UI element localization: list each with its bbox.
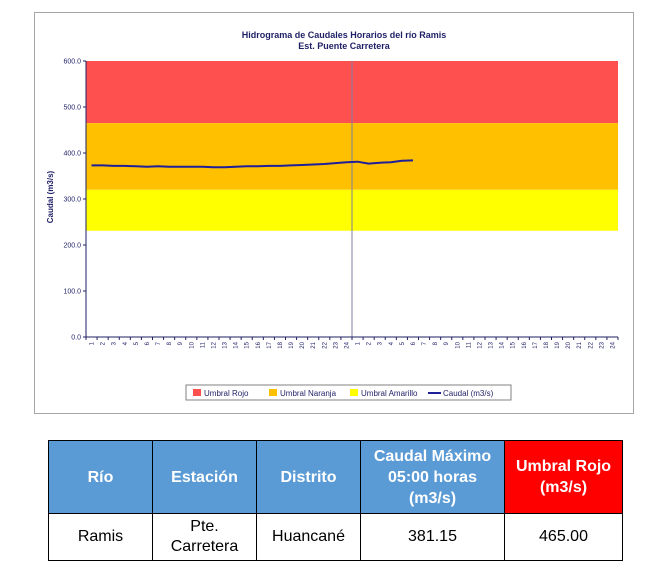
x-tick-label: 3 xyxy=(378,341,384,345)
header-text: (m3/s) xyxy=(539,479,588,496)
legend-box xyxy=(185,384,512,401)
x-tick-label: 21 xyxy=(577,341,583,348)
cell-caudal-maximo: 381.15 xyxy=(360,513,505,561)
x-tick-label: 15 xyxy=(245,341,251,348)
header-text: Río xyxy=(87,468,114,486)
chart-container: Hidrograma de Caudales Horarios del río … xyxy=(34,12,634,414)
header-text: Umbral Rojo xyxy=(515,458,612,475)
x-tick-label: 13 xyxy=(489,341,495,348)
x-tick-label: 11 xyxy=(200,341,206,348)
hydrograph-chart: Hidrograma de Caudales Horarios del río … xyxy=(46,30,619,401)
legend-label: Umbral Amarillo xyxy=(361,389,418,398)
header-rio: Río xyxy=(48,440,153,514)
header-umbral-rojo: Umbral Rojo (m3/s) xyxy=(504,440,623,514)
x-tick-label: 9 xyxy=(444,341,450,345)
x-tick-label: 2 xyxy=(367,341,373,345)
x-tick-label: 16 xyxy=(522,341,528,348)
header-estacion: Estación xyxy=(152,440,257,514)
x-tick-label: 6 xyxy=(411,341,417,345)
chart-legend: Umbral Rojo Umbral Naranja Umbral Amarillo… xyxy=(185,384,512,401)
header-distrito: Distrito xyxy=(256,440,361,514)
x-tick-label: 22 xyxy=(588,341,594,348)
legend-label: Caudal (m3/s) xyxy=(443,389,494,398)
x-tick-label: 12 xyxy=(211,341,217,348)
summary-table: Río Estación Distrito Caudal Máximo 05:00 ho… xyxy=(48,440,623,561)
x-tick-label: 4 xyxy=(389,341,395,345)
x-tick-label: 15 xyxy=(511,341,517,348)
cell-text: Huancané xyxy=(272,528,345,545)
legend-label: Umbral Rojo xyxy=(204,389,249,398)
x-tick-label: 12 xyxy=(477,341,483,348)
y-tick-label: 0.0 xyxy=(71,335,81,342)
x-tick-label: 21 xyxy=(311,341,317,348)
x-tick-label: 2 xyxy=(101,341,107,345)
x-tick-label: 7 xyxy=(422,341,428,345)
x-tick-label: 16 xyxy=(256,341,262,348)
series-line-caudal xyxy=(91,159,414,169)
cell-text: Ramis xyxy=(77,528,124,545)
x-tick-label: 23 xyxy=(333,341,339,348)
x-tick-label: 24 xyxy=(344,341,350,348)
chart-title: Hidrograma de Caudales Horarios del río … xyxy=(242,30,447,40)
y-tick-label: 400.0 xyxy=(63,151,81,158)
y-tick-label: 100.0 xyxy=(63,289,81,296)
header-text: Estación xyxy=(171,468,238,486)
x-tick-label: 4 xyxy=(123,341,129,345)
x-tick-label: 19 xyxy=(289,341,295,348)
x-tick-label: 5 xyxy=(400,341,406,345)
x-tick-label: 20 xyxy=(300,341,306,348)
legend-label: Umbral Naranja xyxy=(280,389,337,398)
cell-distrito: Huancané xyxy=(256,513,361,561)
legend-swatch xyxy=(350,389,358,396)
y-tick-label: 300.0 xyxy=(63,197,81,204)
header-text: Distrito xyxy=(280,468,337,486)
cell-text: 381.15 xyxy=(408,528,457,545)
cell-rio: Ramis xyxy=(48,513,153,561)
x-tick-label: 22 xyxy=(322,341,328,348)
x-tick-label: 14 xyxy=(234,341,240,348)
cell-text: Pte. xyxy=(190,518,219,535)
cell-text: Carretera xyxy=(170,538,239,555)
x-tick-label: 7 xyxy=(156,341,162,345)
x-tick-label: 18 xyxy=(278,341,284,348)
x-tick-label: 3 xyxy=(112,341,118,345)
cell-umbral-rojo: 465.00 xyxy=(504,513,623,561)
x-tick-label: 17 xyxy=(267,341,273,348)
y-tick-label: 200.0 xyxy=(63,243,81,250)
chart-subtitle: Est. Puente Carretera xyxy=(298,41,391,51)
series-layer xyxy=(91,159,414,169)
table-header-row: Río Estación Distrito Caudal Máximo 05:00 ho… xyxy=(48,440,623,514)
x-tick-label: 17 xyxy=(533,341,539,348)
x-tick-label: 10 xyxy=(189,341,195,348)
legend-swatch xyxy=(269,389,277,396)
x-tick-label: 11 xyxy=(466,341,472,348)
x-tick-label: 8 xyxy=(167,341,173,345)
cell-text: 465.00 xyxy=(539,528,588,545)
header-text: (m3/s) xyxy=(408,489,457,507)
cell-estacion: Pte. Carretera xyxy=(152,513,257,561)
x-tick-label: 8 xyxy=(433,341,439,345)
x-tick-label: 19 xyxy=(555,341,561,348)
legend-swatch xyxy=(193,389,201,396)
x-tick-label: 5 xyxy=(134,341,140,345)
y-tick-label: 500.0 xyxy=(63,105,81,112)
x-tick-label: 9 xyxy=(178,341,184,345)
y-axis-label: Caudal (m3/s) xyxy=(46,170,55,223)
x-tick-label: 24 xyxy=(610,341,616,348)
x-tick-label: 6 xyxy=(145,341,151,345)
x-tick-label: 13 xyxy=(223,341,229,348)
x-tick-label: 10 xyxy=(455,341,461,348)
header-caudal-maximo: Caudal Máximo 05:00 horas (m3/s) xyxy=(360,440,505,514)
x-tick-label: 20 xyxy=(566,341,572,348)
y-tick-label: 600.0 xyxy=(63,59,81,66)
x-tick-label: 23 xyxy=(599,341,605,348)
x-tick-label: 18 xyxy=(544,341,550,348)
x-tick-label: 14 xyxy=(500,341,506,348)
header-text: 05:00 horas xyxy=(388,468,477,486)
x-tick-label: 1 xyxy=(356,341,362,345)
header-text: Caudal Máximo xyxy=(373,447,492,465)
x-tick-label: 1 xyxy=(90,341,96,345)
table-row: Ramis Pte. Carretera Huancané 381.15 465.00 xyxy=(48,513,623,561)
